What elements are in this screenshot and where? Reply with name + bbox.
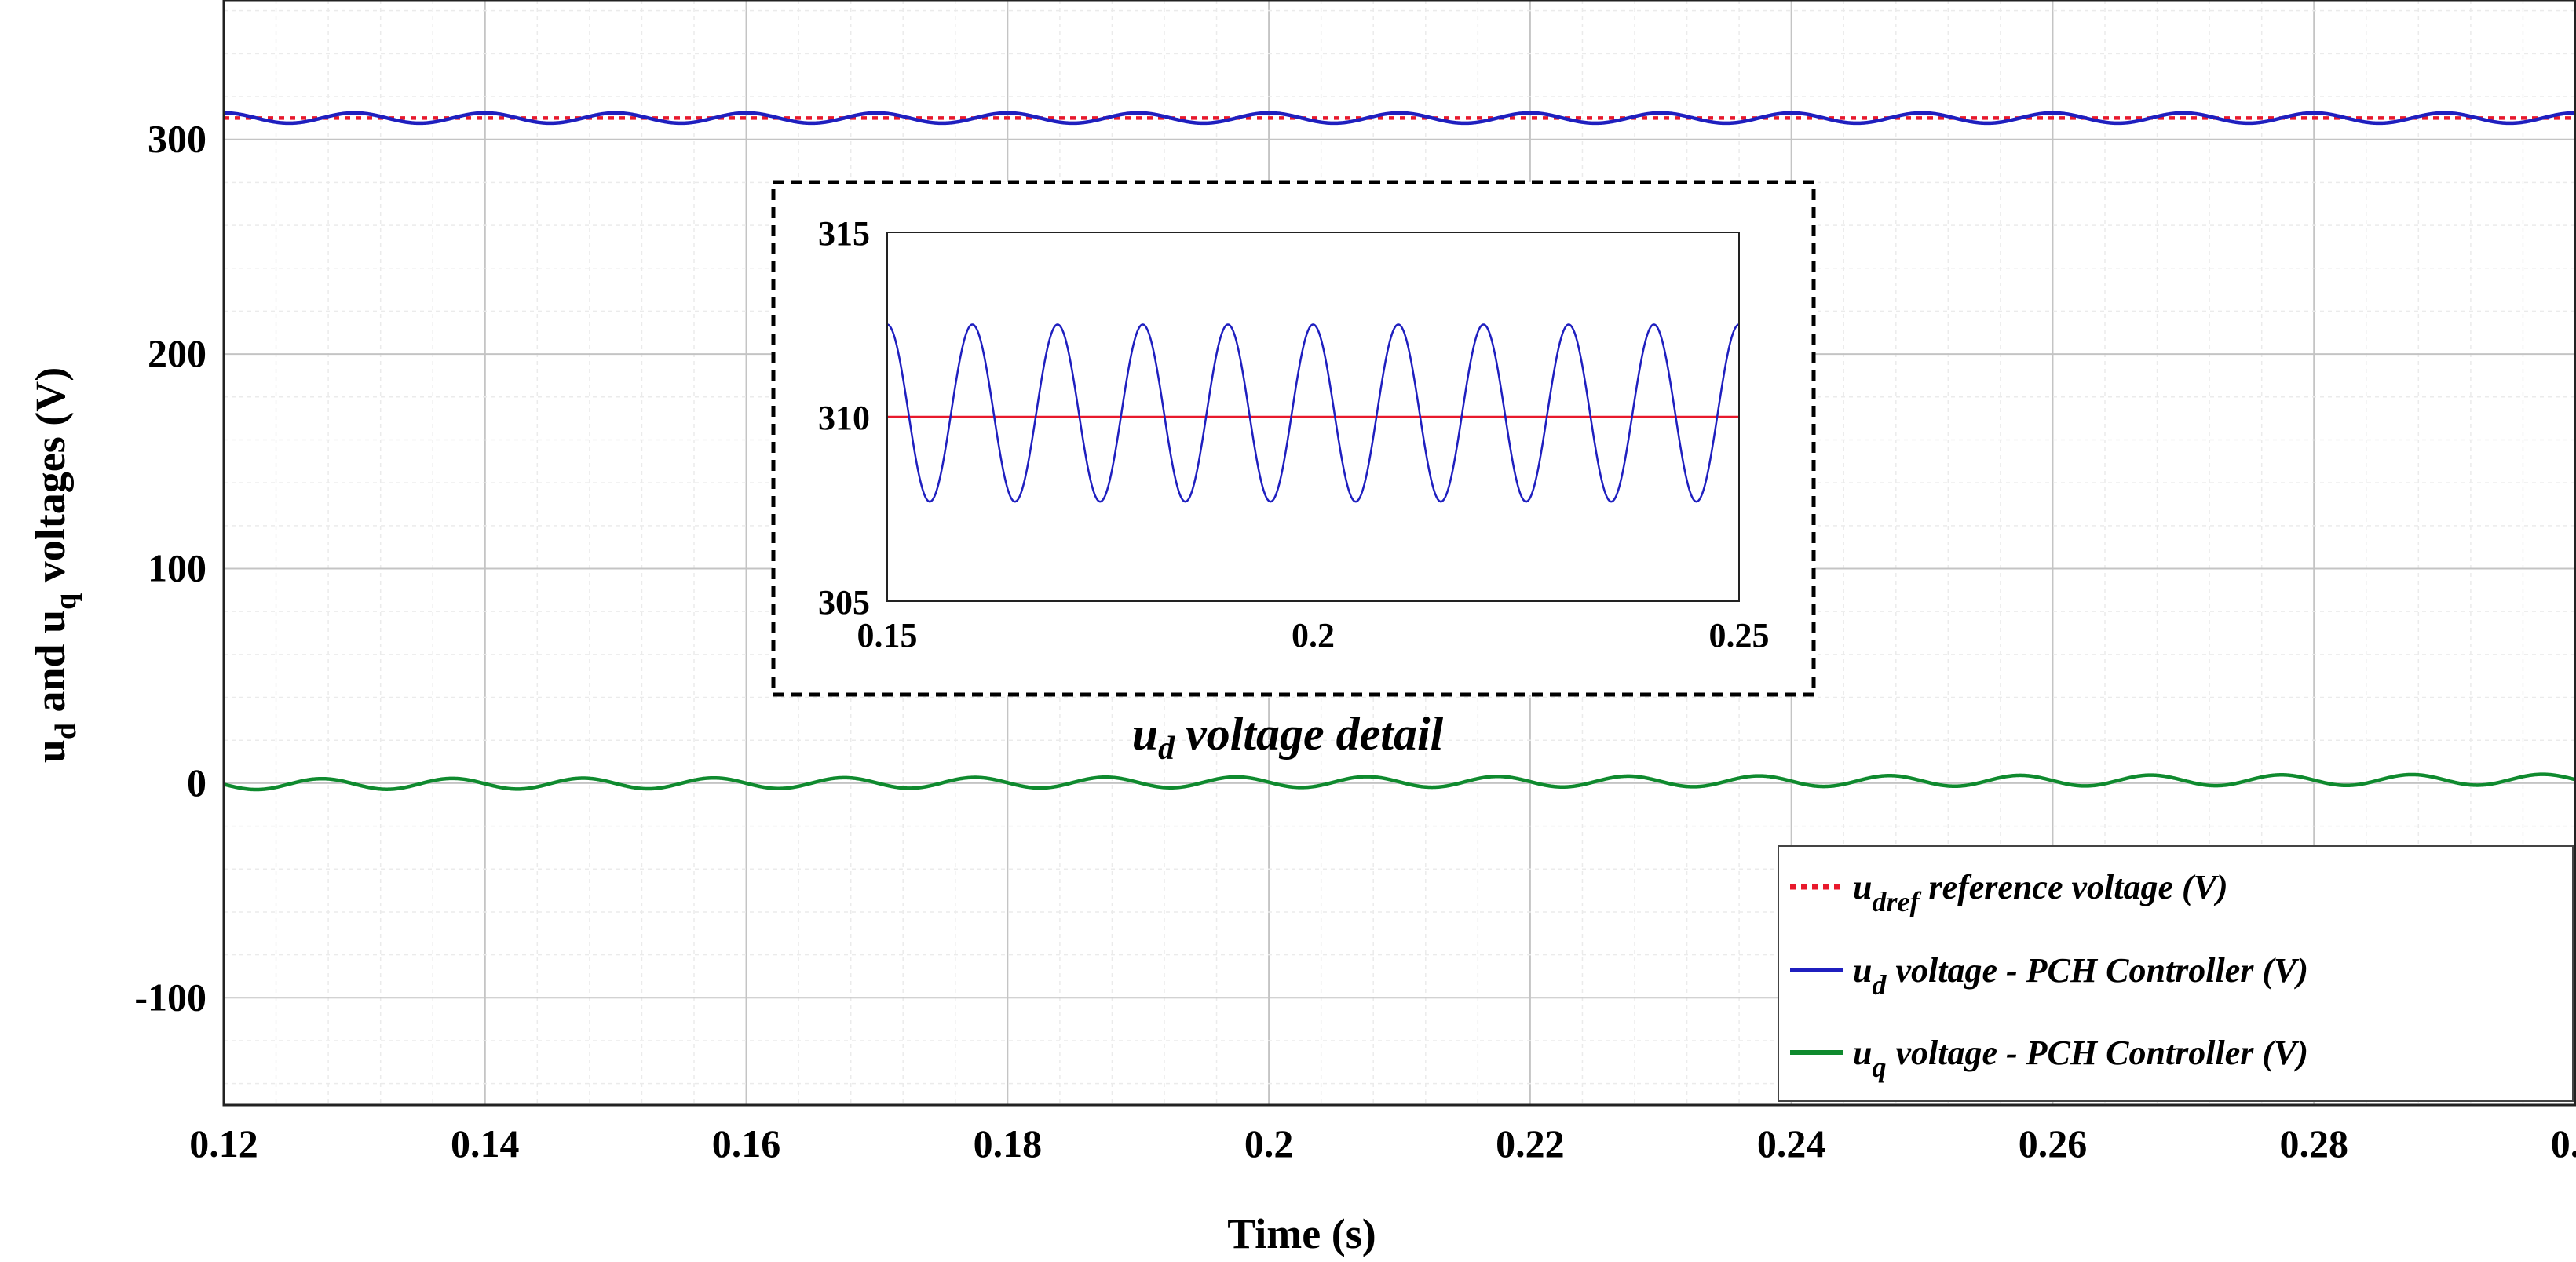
- legend-ud-label: voltage - PCH Controller (V): [1895, 951, 2308, 990]
- inset-caption-text: voltage detail: [1186, 708, 1444, 760]
- main-series-group: [224, 111, 2575, 792]
- inset-series-1: [887, 323, 1739, 503]
- main-y-tick-label: 200: [148, 331, 206, 375]
- inset-x-tick-label: 0.15: [857, 616, 918, 655]
- legend-udref-label: reference voltage (V): [1928, 868, 2227, 906]
- main-x-tick-label: 0.26: [2019, 1122, 2088, 1165]
- legend-udref-symbol: u: [1853, 868, 1872, 906]
- legend-uq-subscript: q: [1872, 1052, 1886, 1083]
- main-x-tick-label: 0.14: [451, 1122, 520, 1165]
- x-tick-labels: 0.12 0.14 0.16 0.18 0.2 0.22 0.24 0.26 0.28 0.3: [189, 1122, 2576, 1165]
- legend-box: [1778, 845, 2574, 1102]
- plot-frame: [222, 0, 2576, 1107]
- main-x-tick-label: 0.24: [1757, 1122, 1826, 1165]
- inset-x-tick-label: 0.25: [1709, 616, 1770, 655]
- inset-frame: [886, 232, 1740, 602]
- inset-x-tick-labels: 0.15 0.2 0.25: [857, 616, 1770, 655]
- main-y-tick-label: -100: [134, 975, 206, 1019]
- inset-caption-symbol: u: [1132, 708, 1158, 760]
- y-label-uq-subscript: q: [49, 593, 82, 610]
- inset-y-tick-label: 310: [818, 399, 870, 437]
- legend-ud-symbol: u: [1853, 951, 1872, 990]
- y-label-ud-symbol: u: [27, 739, 74, 763]
- main-y-tick-label: 300: [148, 117, 206, 161]
- inset-y-tick-labels: 305 310 315: [818, 214, 870, 622]
- main-x-tick-label: 0.18: [974, 1122, 1043, 1165]
- inset-caption: ud voltage detail: [1132, 708, 1444, 767]
- legend-entry-ud: ud voltage - PCH Controller (V): [1853, 951, 2308, 1001]
- inset-y-tick-label: 305: [818, 583, 870, 622]
- legend-ud-subscript: d: [1872, 969, 1887, 1001]
- main-y-tick-label: 0: [187, 760, 206, 804]
- inset-series-group: [887, 323, 1739, 503]
- main-series-2: [224, 772, 2575, 792]
- y-label-ud-subscript: d: [49, 723, 82, 739]
- main-series-1: [224, 111, 2575, 126]
- main-x-tick-label: 0.3: [2551, 1122, 2576, 1165]
- inset-y-tick-label: 315: [818, 214, 870, 253]
- main-x-tick-label: 0.16: [712, 1122, 781, 1165]
- legend-entry-udref: udref reference voltage (V): [1853, 868, 2228, 917]
- main-x-tick-label: 0.28: [2279, 1122, 2348, 1165]
- legend-uq-label: voltage - PCH Controller (V): [1895, 1034, 2308, 1072]
- y-label-voltages: voltages (V): [27, 367, 74, 593]
- x-axis-label: Time (s): [1227, 1210, 1376, 1257]
- y-tick-labels: -100 0 100 200 300: [134, 117, 206, 1019]
- legend-uq-symbol: u: [1853, 1034, 1872, 1072]
- main-y-tick-label: 100: [148, 546, 206, 590]
- legend-entry-uq: uq voltage - PCH Controller (V): [1853, 1034, 2308, 1083]
- y-axis-label: ud and uq voltages (V): [27, 367, 82, 763]
- legend-udref-subscript: dref: [1872, 886, 1921, 917]
- inset-caption-subscript: d: [1158, 731, 1175, 767]
- main-x-tick-label: 0.2: [1244, 1122, 1294, 1165]
- inset-x-tick-label: 0.2: [1292, 616, 1335, 655]
- legend: udref reference voltage (V) ud voltage - P…: [1778, 845, 2574, 1102]
- y-label-and: and u: [27, 610, 74, 723]
- main-x-tick-label: 0.12: [189, 1122, 258, 1165]
- main-x-tick-label: 0.22: [1496, 1122, 1565, 1165]
